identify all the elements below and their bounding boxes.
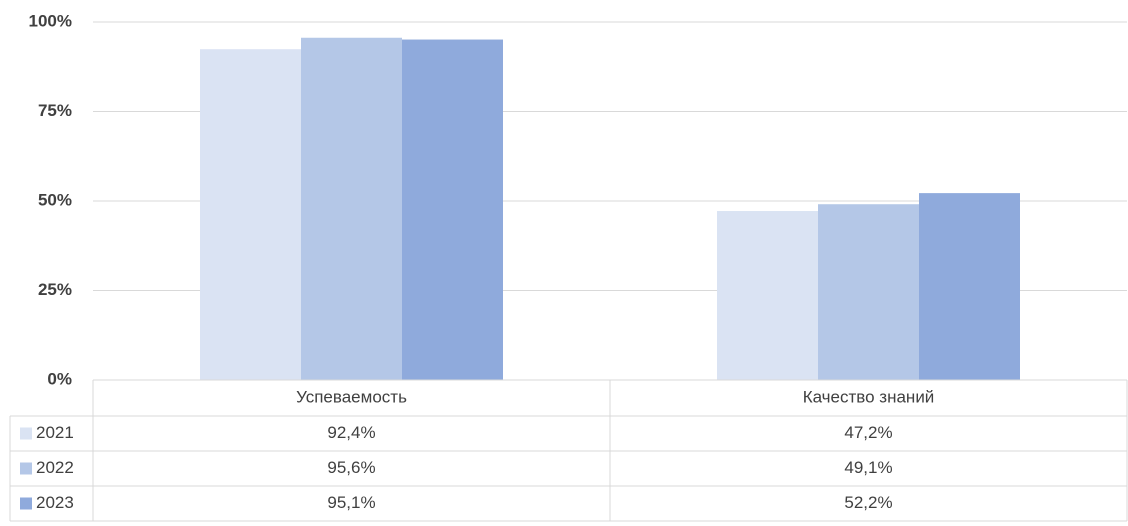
legend-label: 2022 xyxy=(36,458,74,477)
legend-label: 2023 xyxy=(36,493,74,512)
table-cell: 52,2% xyxy=(844,493,892,512)
category-label: Качество знаний xyxy=(803,387,935,406)
bar xyxy=(200,49,301,380)
legend-swatch xyxy=(20,497,32,510)
bar xyxy=(818,204,919,380)
table-cell: 49,1% xyxy=(844,458,892,477)
y-tick-label: 50% xyxy=(38,190,72,209)
y-tick-label: 25% xyxy=(38,280,72,299)
table-cell: 95,6% xyxy=(327,458,375,477)
legend-swatch xyxy=(20,427,32,440)
y-tick-label: 75% xyxy=(38,101,72,120)
legend-label: 2021 xyxy=(36,423,74,442)
y-tick-label: 0% xyxy=(47,369,72,388)
bar xyxy=(919,193,1020,380)
bar xyxy=(717,211,818,380)
bar xyxy=(301,37,402,380)
table-cell: 47,2% xyxy=(844,423,892,442)
bar xyxy=(402,39,503,381)
legend-swatch xyxy=(20,462,32,475)
table-cell: 92,4% xyxy=(327,423,375,442)
table-cell: 95,1% xyxy=(327,493,375,512)
y-tick-label: 100% xyxy=(29,11,72,30)
category-label: Успеваемость xyxy=(296,387,407,406)
